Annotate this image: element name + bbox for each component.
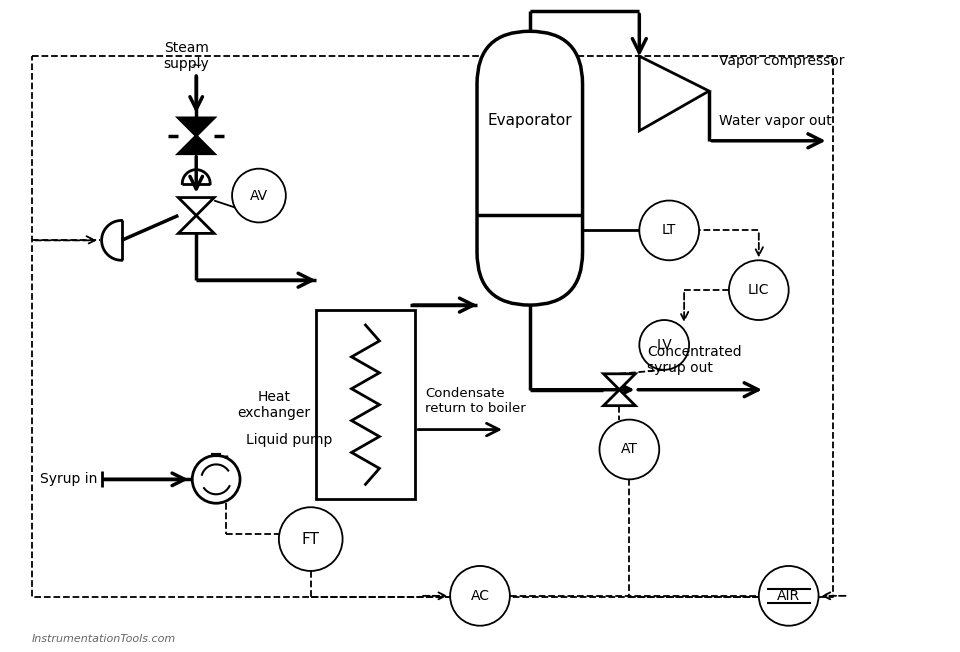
Polygon shape bbox=[179, 136, 214, 154]
Polygon shape bbox=[179, 118, 214, 136]
Circle shape bbox=[758, 566, 819, 626]
Circle shape bbox=[450, 566, 510, 626]
Text: Syrup in: Syrup in bbox=[40, 472, 97, 486]
Text: Vapor compressor: Vapor compressor bbox=[719, 54, 845, 68]
FancyBboxPatch shape bbox=[477, 31, 583, 305]
Text: AT: AT bbox=[621, 443, 637, 456]
Text: Steam
supply: Steam supply bbox=[163, 41, 209, 72]
Circle shape bbox=[232, 169, 286, 222]
Circle shape bbox=[729, 260, 789, 320]
Circle shape bbox=[192, 456, 240, 503]
Text: LV: LV bbox=[657, 338, 672, 352]
Text: Evaporator: Evaporator bbox=[488, 113, 572, 128]
Circle shape bbox=[599, 420, 660, 479]
Text: Concentrated
syrup out: Concentrated syrup out bbox=[647, 345, 742, 375]
Text: AIR: AIR bbox=[777, 589, 801, 603]
Text: InstrumentationTools.com: InstrumentationTools.com bbox=[32, 634, 177, 644]
Text: FT: FT bbox=[301, 531, 320, 546]
Text: AV: AV bbox=[250, 188, 268, 203]
Polygon shape bbox=[604, 390, 636, 406]
Polygon shape bbox=[179, 215, 214, 233]
Circle shape bbox=[639, 320, 689, 370]
Text: ~: ~ bbox=[190, 59, 202, 73]
Text: Water vapor out: Water vapor out bbox=[719, 114, 831, 128]
Polygon shape bbox=[604, 374, 636, 390]
Circle shape bbox=[639, 201, 699, 260]
Text: Liquid pump: Liquid pump bbox=[246, 432, 332, 447]
Text: LIC: LIC bbox=[748, 283, 770, 297]
Polygon shape bbox=[179, 198, 214, 215]
Bar bbox=[316, 310, 416, 499]
Text: Heat
exchanger: Heat exchanger bbox=[237, 389, 311, 420]
Circle shape bbox=[278, 507, 343, 571]
Text: Condensate
return to boiler: Condensate return to boiler bbox=[425, 387, 526, 415]
Text: AC: AC bbox=[470, 589, 490, 603]
Text: LT: LT bbox=[662, 224, 677, 237]
